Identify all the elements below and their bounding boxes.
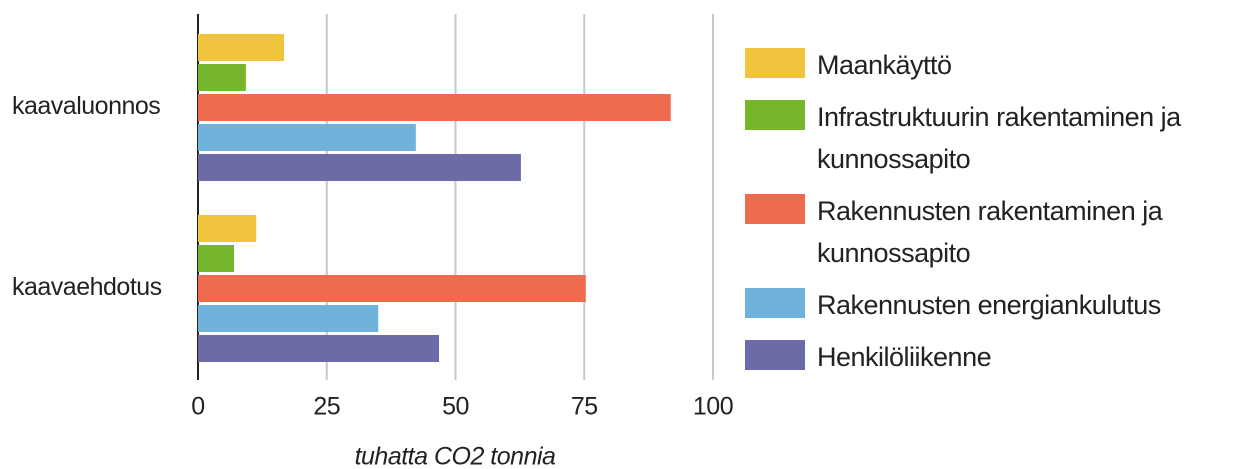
y-tick-label: kaavaehdotus: [12, 273, 162, 301]
legend-entry: Maankäyttö: [745, 44, 1235, 86]
bar: [198, 305, 379, 332]
bar: [198, 94, 671, 121]
legend-entry: Infrastruktuurin rakentaminen ja kunnoss…: [745, 96, 1235, 180]
bar: [198, 64, 246, 91]
legend-swatch: [745, 194, 805, 224]
x-tick-label: 75: [571, 393, 598, 421]
legend-label: Henkilöliikenne: [817, 342, 992, 372]
legend-label: Maankäyttö: [817, 50, 952, 80]
legend-entry: Rakennusten energiankulutus: [745, 284, 1235, 326]
x-tick-label: 100: [693, 393, 733, 421]
legend-swatch: [745, 288, 805, 318]
legend-label: Rakennusten rakentaminen ja kunnossapito: [817, 196, 1163, 268]
bar: [198, 335, 440, 362]
bar: [198, 154, 521, 181]
x-axis-label: tuhatta CO2 tonnia: [355, 443, 556, 469]
legend-label: Rakennusten energiankulutus: [817, 290, 1161, 320]
bar: [198, 34, 285, 61]
bar: [198, 215, 257, 242]
y-tick-label: kaavaluonnos: [12, 92, 160, 120]
bar: [198, 245, 235, 272]
legend-swatch: [745, 340, 805, 370]
legend-swatch: [745, 100, 805, 130]
legend: Maankäyttö Infrastruktuurin rakentaminen …: [745, 44, 1235, 388]
bar: [198, 275, 586, 302]
x-tick-label: 0: [191, 393, 204, 421]
legend-label: Infrastruktuurin rakentaminen ja kunnoss…: [817, 102, 1181, 174]
legend-entry: Henkilöliikenne: [745, 336, 1235, 378]
bar: [198, 124, 416, 151]
x-tick-label: 50: [442, 393, 469, 421]
legend-swatch: [745, 48, 805, 78]
x-tick-label: 25: [313, 393, 340, 421]
legend-entry: Rakennusten rakentaminen ja kunnossapito: [745, 190, 1235, 274]
